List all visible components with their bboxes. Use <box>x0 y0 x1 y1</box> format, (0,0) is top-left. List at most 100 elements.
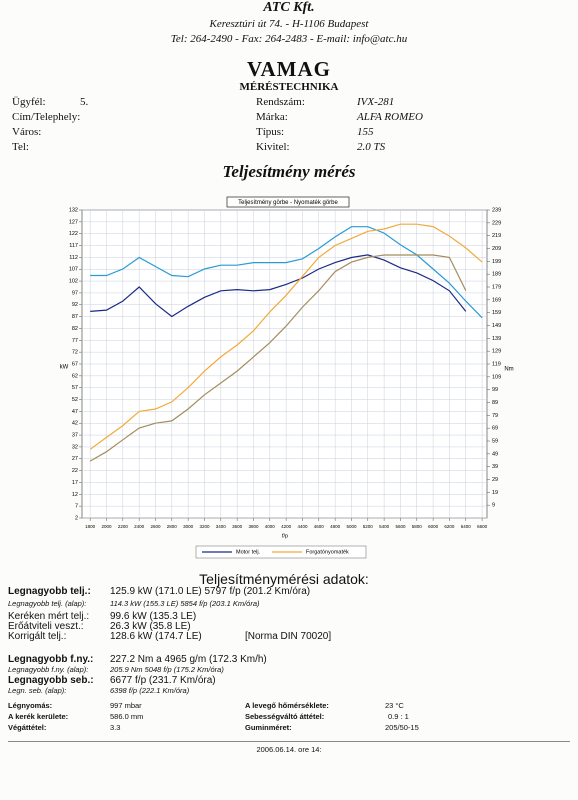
y-tick-label: 92 <box>72 302 78 308</box>
y2-tick-label: 19 <box>492 490 498 496</box>
x-tick-label: 3600 <box>232 524 243 529</box>
x-tick-label: 5200 <box>363 524 374 529</box>
result-label: Legnagyobb telj.: <box>8 586 91 597</box>
y-tick-label: 27 <box>72 456 78 462</box>
condition-label: Végáttétel: <box>8 723 47 732</box>
result-label: Korrigált telj.: <box>8 631 67 642</box>
y2-tick-label: 219 <box>492 233 501 239</box>
y2-tick-label: 209 <box>492 246 501 252</box>
series-line <box>89 254 467 462</box>
y2-tick-label: 29 <box>492 477 498 483</box>
x-tick-label: 2800 <box>167 524 178 529</box>
x-tick-label: 4600 <box>314 524 325 529</box>
chart-title: Teljesítmény görbe - Nyomaték görbe <box>238 200 338 206</box>
condition-label: Sebességváltó áttétel: <box>245 712 325 721</box>
info-label: Tel: <box>12 141 29 153</box>
series-line <box>89 223 483 450</box>
result-value: 6677 f/p (231.7 Km/óra) <box>110 675 216 686</box>
result-label: Legn. seb. (alap): <box>8 686 67 695</box>
info-value: 5. <box>80 96 89 108</box>
y-tick-label: 2 <box>75 515 78 521</box>
y-tick-label: 72 <box>72 350 78 356</box>
x-tick-label: 2000 <box>101 524 112 529</box>
condition-label: A levegő hőmérséklete: <box>245 701 329 710</box>
x-tick-label: 5000 <box>346 524 357 529</box>
info-value: 2.0 TS <box>357 141 386 153</box>
y-tick-label: 122 <box>69 231 78 237</box>
condition-value: 586.0 mm <box>110 712 144 721</box>
legend-label: Forgatónyomaték <box>306 549 349 555</box>
brand: VAMAG <box>247 57 331 81</box>
condition-label: Guminméret: <box>245 723 292 732</box>
x-tick-label: 4400 <box>297 524 308 529</box>
y2-tick-label: 189 <box>492 272 501 278</box>
info-label: Város: <box>12 126 42 138</box>
y2-tick-label: 159 <box>492 310 501 316</box>
y-tick-label: 12 <box>72 492 78 498</box>
y-tick-label: 37 <box>72 433 78 439</box>
result-label: Erőátviteli veszt.: <box>8 621 84 632</box>
y2-tick-label: 99 <box>492 387 498 393</box>
x-tick-label: 3200 <box>199 524 210 529</box>
y2-tick-label: 129 <box>492 349 501 355</box>
x-tick-label: 4000 <box>265 524 276 529</box>
y-tick-label: 32 <box>72 444 78 450</box>
y2-tick-label: 89 <box>492 400 498 406</box>
y-tick-label: 7 <box>75 504 78 510</box>
result-note: [Norma DIN 70020] <box>245 631 332 642</box>
result-value: 205.9 Nm 5048 f/p (175.2 Km/óra) <box>110 665 224 674</box>
condition-value: 3.3 <box>110 723 121 732</box>
y-tick-label: 22 <box>72 468 78 474</box>
y2-tick-label: 109 <box>492 374 501 380</box>
y-tick-label: 87 <box>72 314 78 320</box>
result-value: 227.2 Nm a 4965 g/m (172.3 Km/h) <box>110 654 267 665</box>
result-value: 26.3 kW (35.8 LE) <box>110 621 191 632</box>
y-tick-label: 77 <box>72 338 78 344</box>
info-label: Márka: <box>256 111 288 123</box>
info-value: 155 <box>357 126 374 138</box>
y2-tick-label: 149 <box>492 323 501 329</box>
y-tick-label: 57 <box>72 385 78 391</box>
condition-value: 997 mbar <box>110 701 142 710</box>
result-label: Legnagyobb seb.: <box>8 675 94 686</box>
y2-tick-label: 229 <box>492 220 501 226</box>
x-tick-label: 4200 <box>281 524 292 529</box>
y-tick-label: 42 <box>72 421 78 427</box>
info-label: Cím/Telephely: <box>12 111 81 123</box>
result-value: 99.6 kW (135.3 LE) <box>110 611 197 622</box>
company-name: ATC Kft. <box>263 0 315 15</box>
company-contact: Tel: 264-2490 - Fax: 264-2483 - E-mail: … <box>170 33 408 45</box>
x-tick-label: 2600 <box>150 524 161 529</box>
y2-tick-label: 79 <box>492 413 498 419</box>
result-value: 114.3 kW (155.3 LE) 5854 f/p (203.1 Km/ó… <box>110 599 260 608</box>
y2-tick-label: 139 <box>492 336 501 342</box>
result-label: Legnagyobb f.ny. (alap): <box>8 665 89 674</box>
info-value: ALFA ROMEO <box>357 111 423 123</box>
section-heading: Teljesítmény mérés <box>222 162 356 181</box>
y-tick-label: 47 <box>72 409 78 415</box>
x-tick-label: 5400 <box>379 524 390 529</box>
y-tick-label: 117 <box>69 243 78 249</box>
footer-rule <box>8 741 570 742</box>
chart: Teljesítmény görbe - Nyomaték görbe27121… <box>60 196 514 559</box>
y-tick-label: 132 <box>69 207 78 213</box>
y2-tick-label: 179 <box>492 284 501 290</box>
footer-date: 2006.06.14. ore 14: <box>256 745 322 754</box>
x-tick-label: 2200 <box>118 524 129 529</box>
y2-tick-label: 39 <box>492 464 498 470</box>
condition-label: Légnyomás: <box>8 701 53 710</box>
result-label: Legnagyobb f.ny.: <box>8 654 94 665</box>
info-label: Kivitel: <box>256 141 290 153</box>
company-address: Keresztúri út 74. - H-1106 Budapest <box>209 18 369 30</box>
y-tick-label: 102 <box>69 279 78 285</box>
y-tick-label: 127 <box>69 219 78 225</box>
x-tick-label: 4800 <box>330 524 341 529</box>
y-tick-label: 82 <box>72 326 78 332</box>
x-tick-label: 1800 <box>85 524 96 529</box>
result-value: 125.9 kW (171.0 LE) 5797 f/p (201.2 Km/ó… <box>110 586 311 597</box>
x-tick-label: 3800 <box>248 524 259 529</box>
condition-value: 205/50-15 <box>385 723 419 732</box>
info-value: IVX-281 <box>357 96 395 108</box>
result-label: Keréken mért telj.: <box>8 611 90 622</box>
